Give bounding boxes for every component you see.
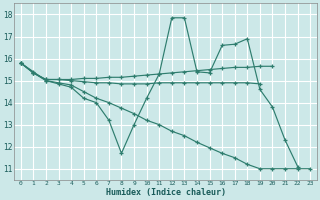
X-axis label: Humidex (Indice chaleur): Humidex (Indice chaleur): [106, 188, 226, 197]
